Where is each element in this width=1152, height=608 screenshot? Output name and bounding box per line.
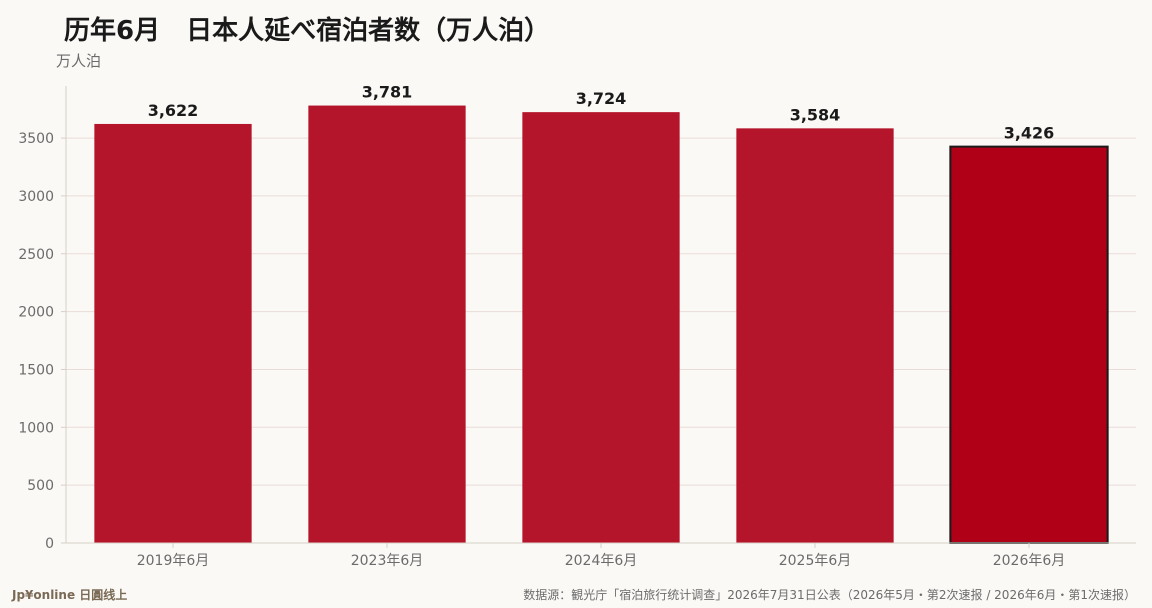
bar-value-label: 3,426	[1004, 124, 1055, 143]
y-tick-label: 0	[45, 536, 54, 552]
labels: 0 500 1000 1500 2000 2500 3000 3500 3,622 2019年6月…	[18, 83, 1065, 569]
x-tick-label: 2025年6月	[779, 553, 852, 569]
brand-logo-text: Jp¥online 日圓线上	[12, 588, 128, 602]
bar	[736, 128, 894, 544]
y-axis-unit-label: 万人泊	[56, 52, 102, 70]
bar	[308, 105, 466, 543]
y-tick-label: 2000	[18, 305, 54, 321]
x-tick-label: 2024年6月	[565, 553, 638, 569]
y-tick-label: 500	[27, 478, 54, 494]
bar-value-label: 3,622	[148, 101, 199, 120]
y-tick-label: 1500	[18, 362, 54, 378]
chart-title: 历年6月 日本人延べ宿泊者数（万人泊）	[64, 16, 551, 46]
bar-value-label: 3,724	[576, 89, 627, 108]
x-tick-label: 2026年6月	[993, 553, 1066, 569]
bar-value-label: 3,781	[362, 83, 413, 102]
bars	[94, 105, 1109, 544]
bar-value-label: 3,584	[790, 105, 841, 124]
y-tick-label: 3500	[18, 131, 54, 147]
axes	[61, 86, 1136, 548]
bar-highlighted	[949, 145, 1109, 544]
x-tick-label: 2019年6月	[137, 553, 210, 569]
bar	[94, 123, 252, 543]
x-tick-label: 2023年6月	[351, 553, 424, 569]
y-tick-label: 2500	[18, 247, 54, 263]
y-tick-label: 3000	[18, 189, 54, 205]
bar	[522, 112, 680, 543]
y-tick-label: 1000	[18, 420, 54, 436]
data-source-note: 数据源：観光庁「宿泊旅行统计调查」2026年7月31日公表（2026年5月・第2…	[523, 588, 1136, 602]
